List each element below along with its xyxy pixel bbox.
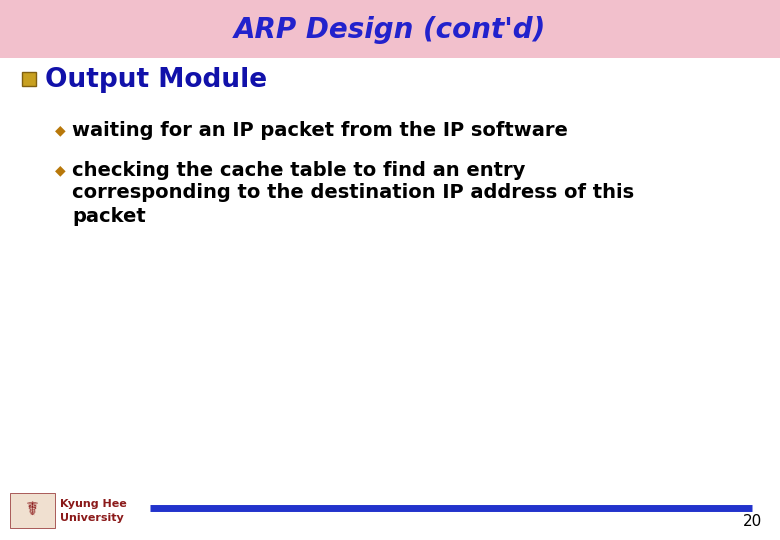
Text: checking the cache table to find an entry: checking the cache table to find an entr…	[72, 160, 526, 179]
Text: ◆: ◆	[55, 163, 66, 177]
Text: ◆: ◆	[55, 123, 66, 137]
Text: University: University	[60, 513, 124, 523]
Bar	[10, 493, 55, 528]
Text: packet: packet	[72, 206, 146, 226]
Bar	[22, 72, 36, 86]
Bar	[0, 0, 780, 58]
Text: Output Module: Output Module	[45, 67, 267, 93]
Text: 20: 20	[743, 515, 762, 530]
Text: waiting for an IP packet from the IP software: waiting for an IP packet from the IP sof…	[72, 120, 568, 139]
Text: Kyung Hee: Kyung Hee	[60, 499, 126, 509]
Text: ☤: ☤	[26, 501, 38, 519]
Text: ARP Design (cont'd): ARP Design (cont'd)	[234, 16, 546, 44]
Text: corresponding to the destination IP address of this: corresponding to the destination IP addr…	[72, 184, 634, 202]
